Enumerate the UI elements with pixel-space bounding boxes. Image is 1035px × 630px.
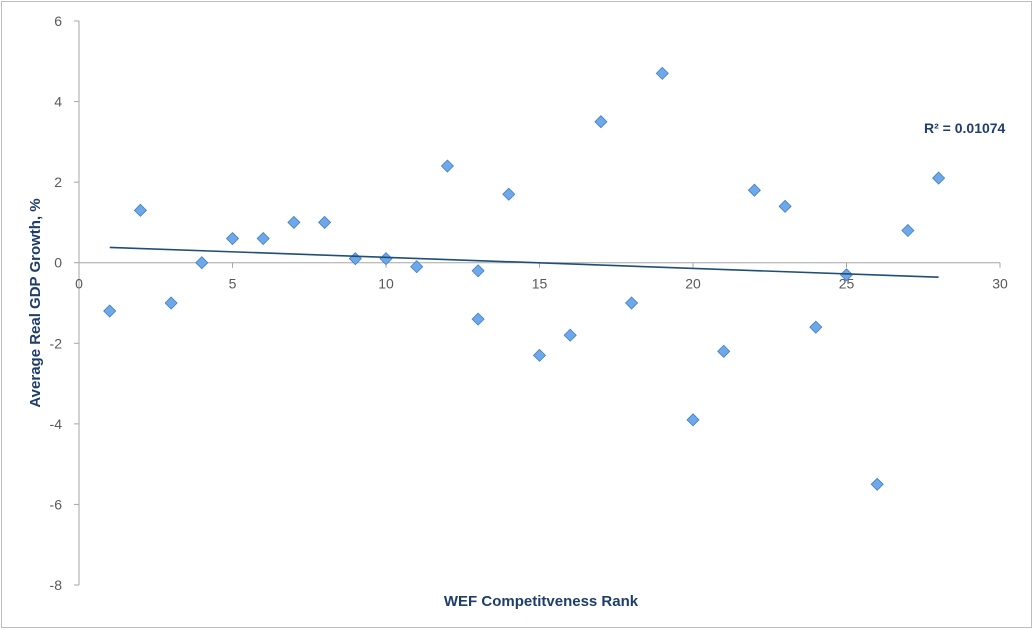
data-point [594, 115, 608, 129]
data-point [410, 260, 424, 274]
y-tick-label: -6 [50, 496, 63, 512]
data-point [471, 312, 485, 326]
x-tick-labels: 0 5 10 15 20 25 30 [75, 276, 1008, 292]
data-point [778, 199, 792, 213]
data-point [164, 296, 178, 310]
x-tick-label: 25 [839, 276, 855, 292]
x-tick-label: 20 [685, 276, 701, 292]
y-tick-label: -2 [50, 335, 63, 351]
x-tick-label: 30 [992, 276, 1008, 292]
x-tick-label: 0 [75, 276, 83, 292]
y-axis-title: Average Real GDP Growth, % [27, 198, 44, 407]
r-squared-label: R² = 0.01074 [924, 120, 1006, 136]
data-point [471, 264, 485, 278]
data-point [225, 231, 240, 246]
data-point [932, 171, 946, 185]
data-point [532, 348, 547, 362]
data-point [287, 215, 301, 229]
y-tick-label: 0 [54, 255, 62, 271]
axes [74, 20, 1001, 586]
data-point [318, 215, 332, 229]
y-tick-labels: -8 -6 -4 -2 0 2 4 6 [50, 13, 63, 593]
x-tick-label: 15 [532, 276, 548, 292]
data-point [809, 320, 823, 334]
y-tick-label: 4 [54, 94, 62, 110]
data-point [901, 223, 915, 238]
data-point [870, 477, 884, 491]
data-point [563, 328, 577, 342]
data-point [686, 413, 700, 427]
y-tick-label: 2 [54, 174, 62, 190]
y-tick-label: -8 [50, 577, 63, 593]
x-tick-label: 10 [378, 276, 394, 292]
data-point [133, 203, 147, 217]
x-axis-title: WEF Competitveness Rank [444, 593, 639, 610]
data-point [256, 231, 270, 246]
y-tick-label: -4 [50, 416, 63, 432]
data-point [195, 256, 209, 270]
data-point [717, 344, 731, 358]
trendline [109, 246, 939, 279]
data-point [655, 66, 669, 80]
data-point [502, 187, 516, 201]
y-tick-label: 6 [54, 13, 62, 29]
data-point [625, 296, 639, 310]
data-point [747, 183, 761, 197]
data-point [839, 268, 854, 282]
data-point [103, 304, 117, 318]
x-tick-label: 5 [229, 276, 237, 292]
data-point [440, 159, 454, 173]
